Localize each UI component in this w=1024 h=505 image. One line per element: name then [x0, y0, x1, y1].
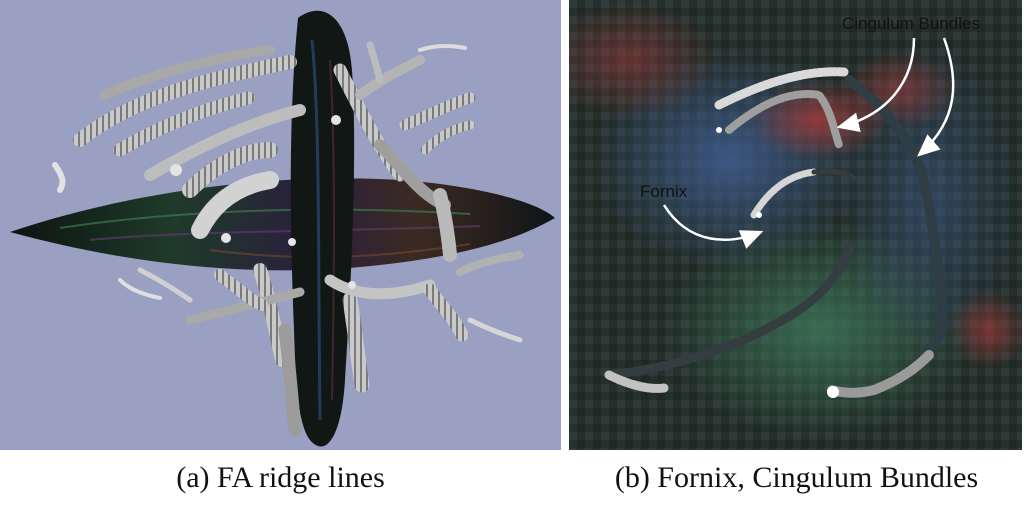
callout-label-layer: Cingulum Bundles Fornix [640, 14, 980, 201]
fornix-label: Fornix [640, 182, 688, 201]
fornix-arrow [662, 204, 764, 249]
cingulum-arrow-1 [836, 37, 916, 133]
cingulum-bundle-left [714, 67, 849, 110]
cingulum-label: Cingulum Bundles [842, 14, 980, 33]
panel-a-caption: (a) FA ridge lines [176, 461, 385, 494]
cingulum-arrow-2 [917, 37, 955, 157]
axial-slice [10, 178, 555, 271]
fa-ridge-lines-image [10, 10, 555, 447]
panel-b-caption: (b) Fornix, Cingulum Bundles [614, 461, 979, 494]
cingulum-bundle-right [844, 75, 948, 355]
fornix-tube [750, 168, 818, 219]
fornix-cingulum-render: Cingulum Bundles Fornix [569, 0, 1022, 450]
fornix-cingulum-image [569, 0, 1022, 450]
fa-ridge-lines-render [0, 0, 561, 450]
